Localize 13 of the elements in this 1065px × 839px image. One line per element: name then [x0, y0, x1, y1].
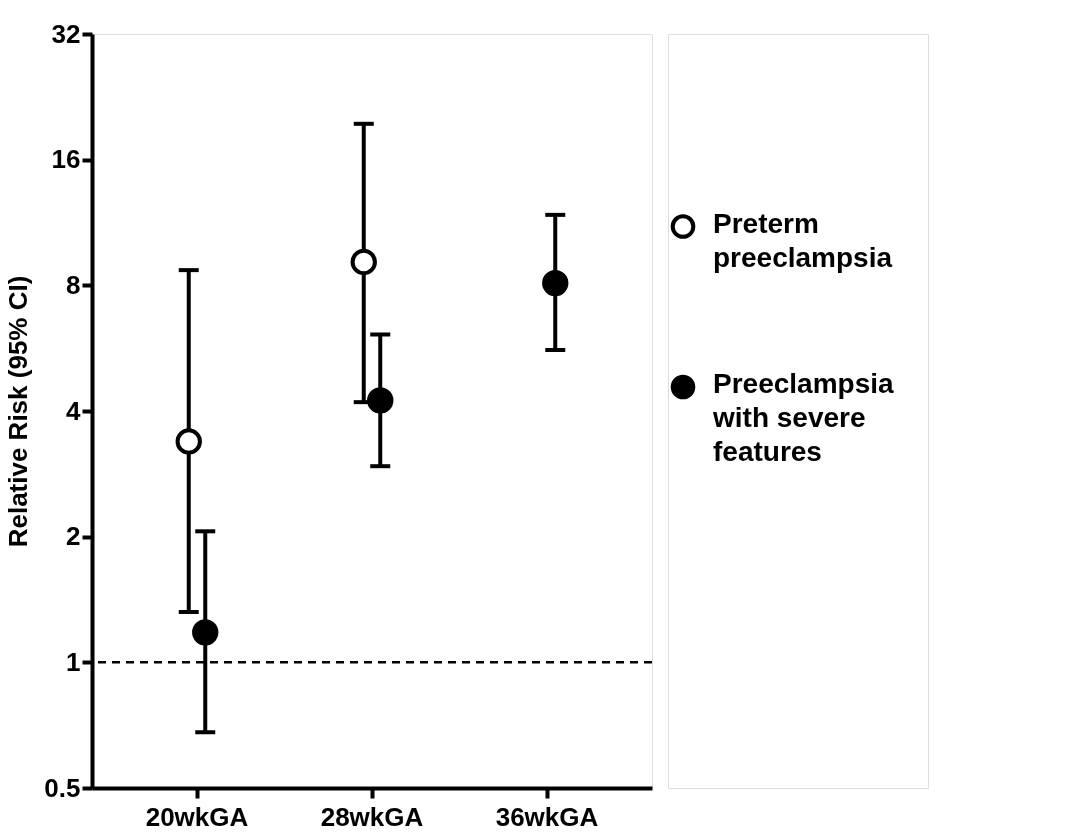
y-tick-label: 8	[66, 269, 81, 300]
y-tick-label: 16	[51, 144, 81, 175]
y-axis-title: Relative Risk (95% CI)	[3, 275, 34, 548]
y-tick-label: 1	[66, 646, 81, 677]
y-tick-label: 0.5	[44, 772, 81, 803]
y-tick-label: 4	[66, 395, 82, 426]
legend-label: Preeclampsia with severe features	[712, 367, 894, 467]
legend-label: Preterm preeclampsia	[713, 207, 893, 273]
y-tick-label: 32	[51, 18, 81, 49]
x-tick-label: 36wkGA	[495, 801, 599, 832]
y-tick-label: 2	[66, 521, 81, 552]
x-tick-label: 28wkGA	[320, 801, 424, 832]
x-tick-label: 20wkGA	[145, 801, 249, 832]
